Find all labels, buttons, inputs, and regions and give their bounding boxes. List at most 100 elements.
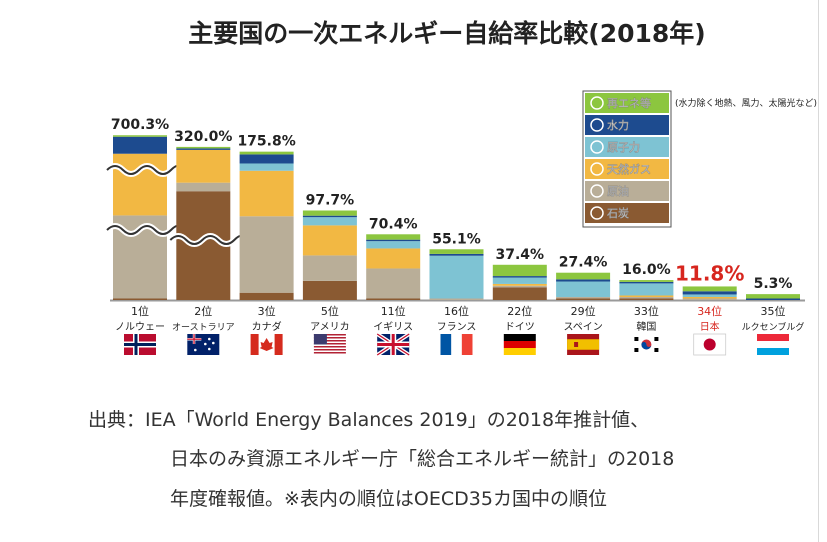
bar-segment-hydro [746,298,800,300]
bar-segment-renewable [556,272,611,280]
right-edge-divider [818,0,819,542]
bar-segment-coal [492,287,547,300]
germany-flag [503,334,536,355]
bar-segment-gas [239,170,294,217]
bar-australia [168,146,246,300]
bar-canada [239,151,294,300]
norway-flag [124,334,156,355]
rank-label: 22位 [507,304,532,318]
flag-emblem [574,342,579,347]
bar-segment-nuclear [366,241,421,249]
bar-segment-renewable [302,210,357,216]
legend-item-renewable: 再エネ等 [585,93,669,113]
bar-segment-hydro [239,154,294,164]
legend-swatch [585,115,669,135]
flag-stripe [313,352,346,354]
total-label: 97.7% [306,192,355,208]
bar-segment-renewable [746,294,800,299]
bar-spain [556,272,611,300]
rank-label: 11位 [381,304,406,318]
bar-korea [619,280,674,300]
bar-segment-gas [302,225,357,256]
rank-label: 29位 [571,304,596,318]
bar-germany [492,264,547,300]
japan-flag [693,333,727,356]
bar-uk [366,234,421,300]
rank-label: 2位 [194,304,212,318]
bar-segment-hydro [492,276,547,278]
flame-icon [590,206,604,220]
rank-label: 34位 [697,304,722,318]
bar-segment-hydro [682,291,737,295]
legend-swatch [585,181,669,201]
legend-item-gas: 天然ガス [585,159,669,179]
uk-flag [376,332,411,357]
bar-segment-hydro [302,215,357,218]
legend-swatch [585,93,669,113]
bar-segment-renewable [176,146,231,149]
flag-part [567,339,600,350]
flag-star [208,337,211,341]
flag-part [503,348,536,355]
oil-drop-icon [590,184,604,198]
legend-swatch [585,159,669,179]
bar-segment-hydro [366,239,421,242]
flag-part [274,334,283,355]
flag-part [503,334,536,341]
break-mark [169,235,244,245]
flag-part [461,334,473,355]
bar-segment-oil [619,297,674,299]
source-line-3: 年度確報値。※表内の順位はOECD35カ国中の順位 [170,488,607,510]
bar-segment-renewable [239,151,294,155]
flag-part [757,334,789,341]
bar-segment-nuclear [239,163,294,171]
bar-segment-nuclear [619,283,674,296]
legend-swatch [585,203,669,223]
flag-trigram [654,337,659,341]
rank-label: 33位 [634,304,659,318]
bar-segment-renewable [366,234,421,240]
bar-segment-oil [302,255,357,281]
bar-segment-hydro [619,281,674,284]
total-label: 5.3% [754,276,793,292]
total-label: 27.4% [559,255,608,271]
bar-segment-renewable [429,249,484,254]
flag-part [193,334,195,344]
atom-icon [590,140,604,154]
source-line-1: 出典：IEA「World Energy Balances 2019」の2018年… [88,409,650,431]
bar-segment-renewable [619,280,674,282]
australia-flag [187,334,220,355]
bar-usa [302,210,357,300]
country-label: 日本 [700,320,720,333]
source-line-2: 日本のみ資源エネルギー庁「総合エネルギー統計」の2018 [170,448,675,470]
flag-star [194,348,197,352]
flags-layer [124,332,789,357]
bar-segment-nuclear [492,277,547,284]
break-mark [106,165,180,175]
country-label: 韓国 [636,321,656,333]
flag-trigram [634,348,639,352]
water-icon [590,118,604,132]
bar-japan [682,286,737,300]
flag-part [377,343,410,346]
flag-star [208,347,211,351]
spain-flag [567,334,600,355]
bar-segment-gas [492,283,547,286]
bar-segment-nuclear [556,281,611,297]
rank-label: 5位 [321,304,339,318]
bar-segment-hydro [113,136,167,154]
bar-segment-hydro [176,148,231,150]
flag-part [313,334,327,345]
legend-label: 再エネ等 [607,96,651,110]
legend-swatch [585,137,669,157]
france-flag [440,334,473,355]
bar-luxembourg [746,294,800,300]
bar-segment-oil [176,182,231,192]
country-label: ドイツ [505,322,535,333]
canada-flag [250,334,283,355]
luxembourg-flag [757,334,789,355]
bar-segment-gas [366,248,421,269]
legend-note: (水力除く地熱、風力、太陽光など) [675,97,817,109]
